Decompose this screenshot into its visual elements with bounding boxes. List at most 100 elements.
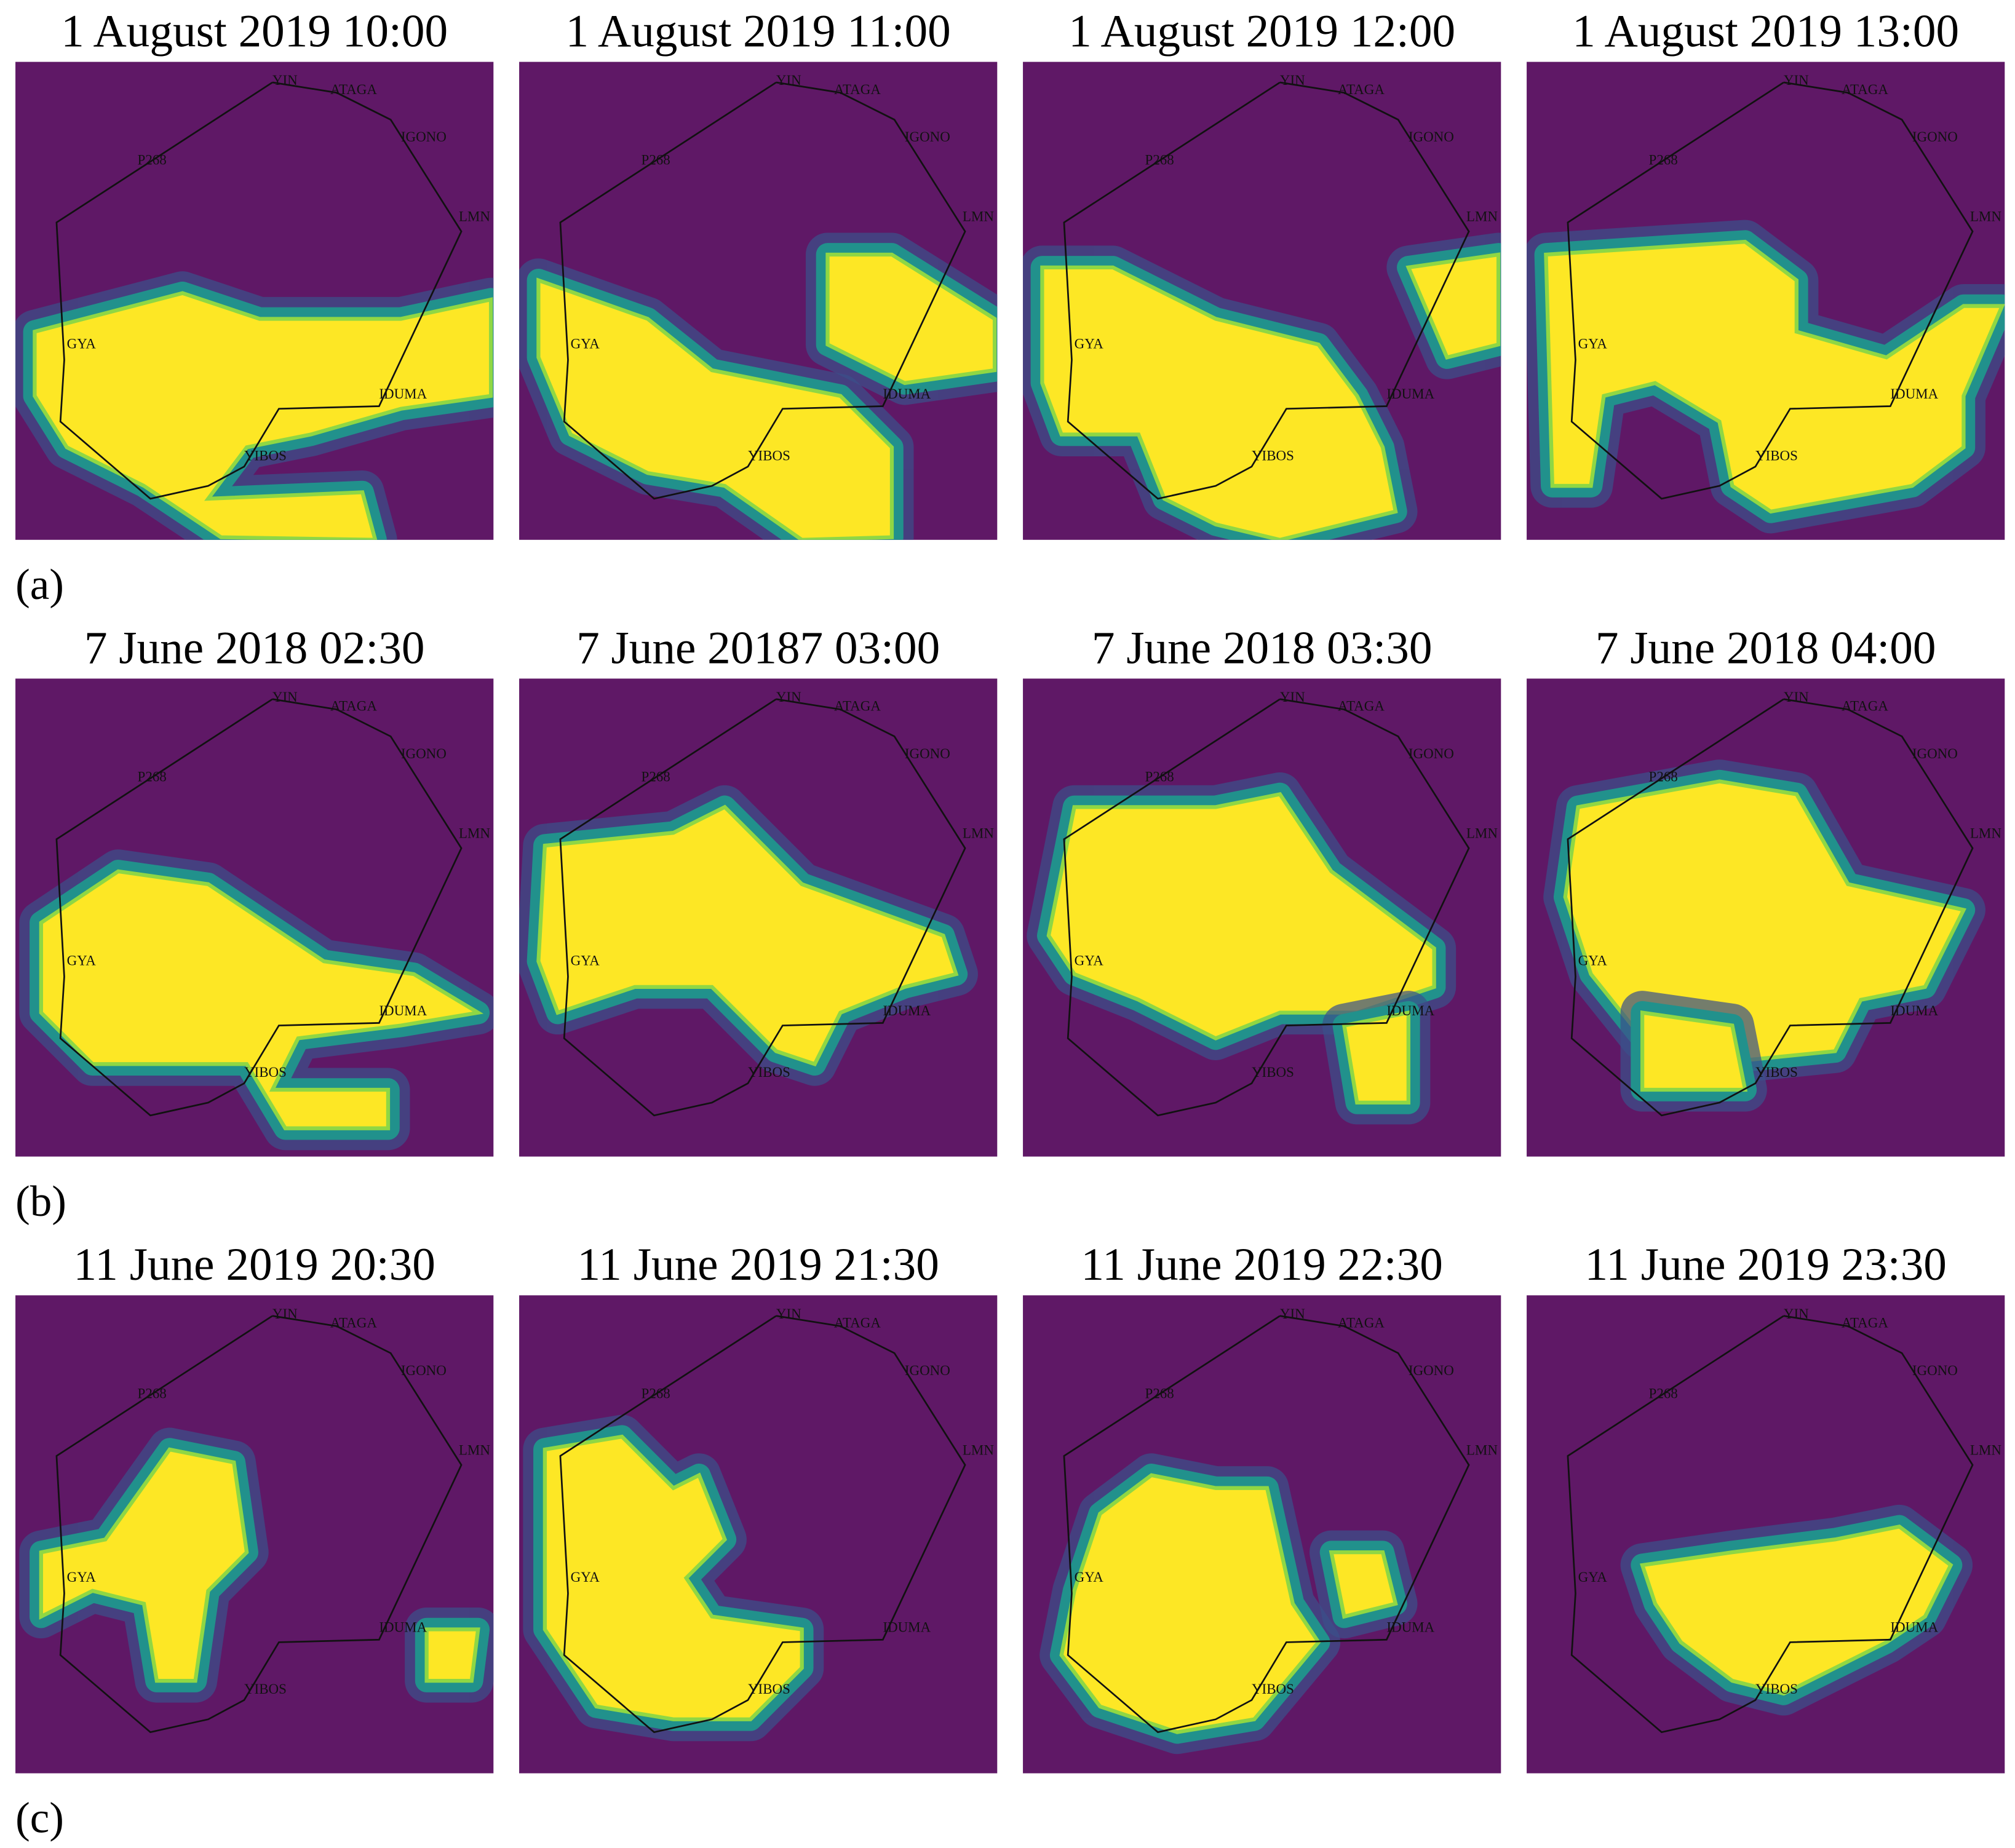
panel: YIN ATAGA IGONO LMN P268 GYA IDUMA YIBOS bbox=[1023, 61, 1501, 540]
panel: YIN ATAGA IGONO LMN P268 GYA IDUMA YIBOS bbox=[519, 61, 998, 540]
waypoint-label: P268 bbox=[1145, 1386, 1174, 1401]
panel-title: 11 June 2019 20:30 bbox=[73, 1239, 435, 1290]
waypoint-label: YIBOS bbox=[748, 1681, 790, 1697]
waypoint-label: IDUMA bbox=[883, 1003, 931, 1018]
waypoint-label: IGONO bbox=[1912, 746, 1958, 761]
waypoint-label: ATAGA bbox=[834, 82, 881, 97]
waypoint-label: GYA bbox=[1578, 953, 1608, 968]
waypoint-label: LMN bbox=[1466, 826, 1498, 841]
route-outline bbox=[1063, 698, 1470, 1117]
waypoint-label: YIN bbox=[776, 73, 801, 88]
waypoint-label: P268 bbox=[642, 153, 670, 168]
route-outline bbox=[55, 81, 463, 500]
waypoint-label: YIN bbox=[1784, 689, 1809, 705]
panel: YIN ATAGA IGONO LMN P268 GYA IDUMA YIBOS bbox=[1527, 678, 2005, 1157]
waypoint-label: IGONO bbox=[905, 1363, 950, 1378]
waypoint-label: P268 bbox=[138, 769, 167, 785]
panel-title: 1 August 2019 12:00 bbox=[1068, 6, 1455, 57]
heatmap bbox=[1620, 1504, 1973, 1716]
waypoint-label: YIBOS bbox=[748, 1065, 790, 1080]
heatmap bbox=[15, 271, 494, 540]
waypoint-label: YIBOS bbox=[244, 1681, 287, 1697]
waypoint-label: IDUMA bbox=[1386, 1003, 1434, 1018]
waypoint-label: YIN bbox=[272, 689, 298, 705]
waypoint-label: IGONO bbox=[401, 129, 447, 145]
panel-title: 7 June 20187 03:00 bbox=[576, 622, 940, 673]
waypoint-label: LMN bbox=[459, 1442, 490, 1457]
waypoint-label: GYA bbox=[571, 1569, 600, 1585]
panel-title: 11 June 2019 21:30 bbox=[577, 1239, 939, 1290]
waypoint-label: ATAGA bbox=[1842, 82, 1888, 97]
panel-title: 1 August 2019 11:00 bbox=[566, 6, 951, 57]
waypoint-label: IGONO bbox=[905, 746, 950, 761]
waypoint-label: IDUMA bbox=[883, 386, 931, 402]
cloud-core bbox=[39, 869, 484, 1130]
waypoint-label: ATAGA bbox=[1338, 82, 1385, 97]
waypoint-label: YIBOS bbox=[1755, 448, 1798, 463]
waypoint-label: YIN bbox=[776, 689, 801, 705]
cloud-core bbox=[1639, 1525, 1953, 1696]
waypoint-label: GYA bbox=[67, 953, 97, 968]
waypoint-label: YIN bbox=[272, 73, 298, 88]
waypoint-label: P268 bbox=[1649, 153, 1678, 168]
waypoint-label: IGONO bbox=[1912, 1363, 1958, 1378]
waypoint-label: LMN bbox=[1970, 826, 2001, 841]
waypoint-label: LMN bbox=[963, 209, 994, 224]
route-outline bbox=[1567, 81, 1974, 500]
cloud-core bbox=[33, 291, 493, 540]
cloud-core bbox=[1640, 1010, 1748, 1092]
waypoint-label: YIBOS bbox=[244, 1065, 287, 1080]
route-outline bbox=[559, 698, 966, 1117]
cloud-core bbox=[542, 1434, 804, 1721]
panel: YIN ATAGA IGONO LMN P268 GYA IDUMA YIBOS bbox=[519, 678, 998, 1157]
waypoint-label: YIN bbox=[1280, 1306, 1305, 1322]
waypoint-label: YIBOS bbox=[244, 448, 287, 463]
waypoint-label: ATAGA bbox=[1338, 1315, 1385, 1331]
panel: YIN ATAGA IGONO LMN P268 GYA IDUMA YIBOS bbox=[15, 1295, 494, 1774]
heatmap bbox=[523, 1414, 824, 1742]
waypoint-label: LMN bbox=[1466, 209, 1498, 224]
waypoint-label: P268 bbox=[1649, 1386, 1678, 1401]
panel: YIN ATAGA IGONO LMN P268 GYA IDUMA YIBOS bbox=[1023, 1295, 1501, 1774]
waypoint-label: IGONO bbox=[1409, 1363, 1454, 1378]
route-outline bbox=[1567, 1315, 1974, 1734]
waypoint-label: IDUMA bbox=[1386, 386, 1434, 402]
waypoint-label: YIN bbox=[1784, 1306, 1809, 1322]
waypoint-label: IGONO bbox=[1912, 129, 1958, 145]
waypoint-label: LMN bbox=[1466, 1442, 1498, 1457]
route-outline bbox=[55, 1315, 463, 1734]
waypoint-label: YIN bbox=[1280, 689, 1305, 705]
cloud-core bbox=[536, 804, 959, 1067]
waypoint-label: P268 bbox=[642, 769, 670, 785]
heatmap bbox=[519, 232, 998, 540]
waypoint-label: YIBOS bbox=[1755, 1681, 1798, 1697]
waypoint-label: LMN bbox=[963, 1442, 994, 1457]
waypoint-label: GYA bbox=[67, 336, 97, 352]
waypoint-label: IGONO bbox=[401, 746, 447, 761]
cloud-core bbox=[424, 1627, 480, 1683]
cloud-core bbox=[1544, 239, 2005, 514]
row-label: (c) bbox=[15, 1794, 64, 1842]
waypoint-label: ATAGA bbox=[1842, 1315, 1888, 1331]
panel: YIN ATAGA IGONO LMN P268 GYA IDUMA YIBOS bbox=[519, 1295, 998, 1774]
waypoint-label: IDUMA bbox=[1890, 1620, 1938, 1635]
waypoint-label: IDUMA bbox=[379, 386, 427, 402]
route-outline bbox=[1567, 698, 1974, 1117]
waypoint-label: LMN bbox=[1970, 1442, 2001, 1457]
waypoint-label: YIN bbox=[1280, 73, 1305, 88]
panel: YIN ATAGA IGONO LMN P268 GYA IDUMA YIBOS bbox=[1527, 1295, 2005, 1774]
panel-title: 7 June 2018 04:00 bbox=[1596, 622, 1936, 673]
cloud-core bbox=[1405, 252, 1501, 360]
route-outline bbox=[1063, 1315, 1470, 1734]
row-label: (a) bbox=[15, 561, 64, 609]
cloud-core bbox=[1563, 779, 1967, 1066]
heatmap bbox=[19, 849, 494, 1151]
row-label: (b) bbox=[15, 1178, 66, 1226]
waypoint-label: IDUMA bbox=[1890, 1003, 1938, 1018]
waypoint-label: YIN bbox=[776, 1306, 801, 1322]
panel-title: 11 June 2019 23:30 bbox=[1584, 1239, 1946, 1290]
route-outline bbox=[559, 1315, 966, 1734]
route-outline bbox=[559, 81, 966, 500]
